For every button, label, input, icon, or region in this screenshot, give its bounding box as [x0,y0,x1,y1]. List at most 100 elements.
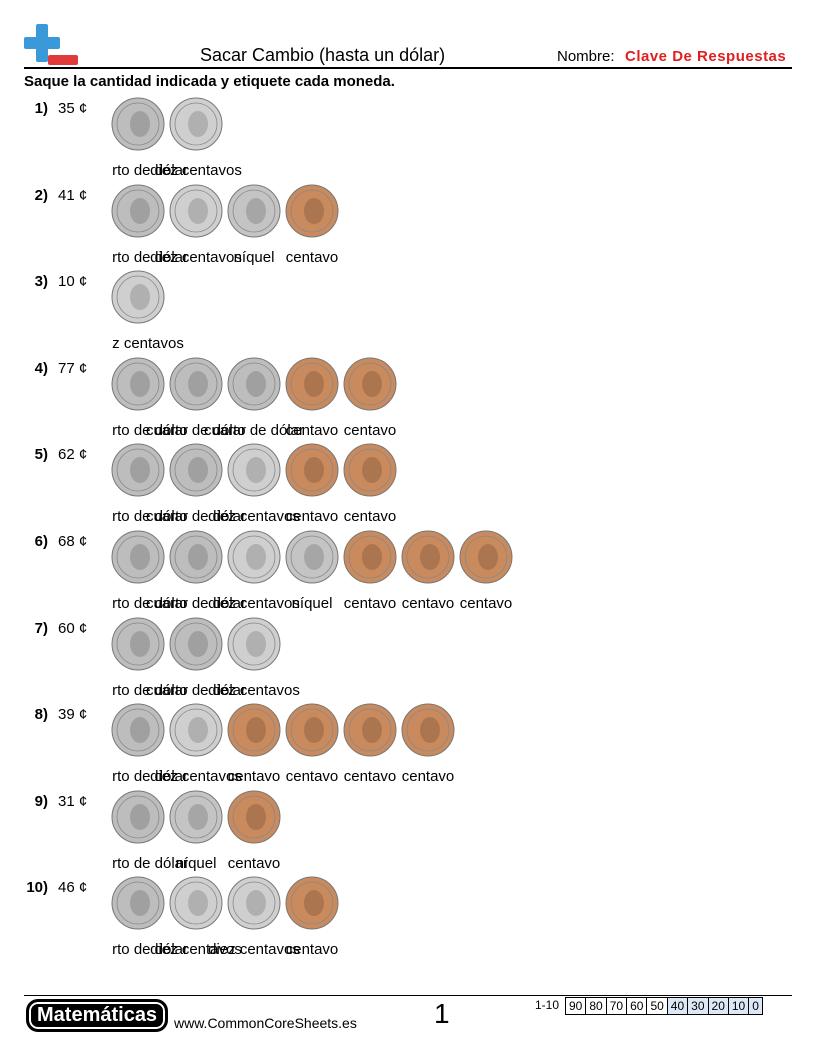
coin-face [290,881,334,925]
coin-rim [285,876,339,930]
coin-portrait [130,717,150,744]
coin-portrait [130,111,150,137]
coin-face [116,102,160,146]
coin-face [116,795,160,839]
coin-labels: diez centavos [112,335,812,355]
coin-face [116,275,160,319]
coin-label: diez centavos [208,595,300,612]
problem-number: 6) [34,533,48,550]
coin-portrait [362,370,382,397]
coin-face [116,189,160,232]
amount: 62 ¢ [58,446,88,464]
amount: 39 ¢ [58,706,88,724]
score-cell: 40 [666,997,689,1015]
coin [459,530,513,584]
amount: 41 ¢ [58,186,88,204]
score-cell: 90 [565,997,587,1015]
coin-face [116,535,160,579]
rule [24,995,792,996]
coin [111,530,165,584]
coin-label: centavo [285,768,339,786]
coin-rim [111,876,165,930]
coin-rim [169,184,223,238]
coin-label: cuarto de dólar [112,162,189,179]
coin [227,703,281,757]
coin-portrait [130,630,150,657]
coin-rim [227,790,281,844]
coin-rim [111,184,165,238]
coin-face [290,708,334,752]
coin [169,530,223,584]
coin [401,530,455,584]
score-cell: 80 [585,997,607,1015]
coin-label: centavo [285,248,339,266]
coin [285,703,339,757]
coin-face [116,362,160,406]
coin [111,876,165,930]
coin-label: centavo [343,508,397,526]
coin-rim [343,357,397,411]
coin [111,270,165,324]
coin-portrait [246,890,266,917]
coin-label: cuarto de dólar [112,595,189,612]
coin-face [174,881,218,925]
coin-label: diez centavos [208,681,300,699]
coin-rim [169,876,223,930]
coin-label: centavo [401,595,455,612]
coin [401,703,455,757]
coin-portrait [188,803,208,830]
coin-rim [227,184,281,238]
coin-portrait [130,890,150,917]
coin-rim [111,97,165,151]
problem-number: 3) [34,273,48,291]
coin [169,703,223,757]
coin-face [290,189,334,232]
coin-rim [401,703,455,757]
score-cell: 0 [748,997,763,1015]
coin-portrait [188,197,208,224]
coin [169,184,223,238]
coin [343,443,397,497]
amount: 60 ¢ [58,619,88,637]
coins [111,703,455,757]
coins [111,790,281,844]
coin-portrait [246,717,266,744]
problem-number: 4) [34,359,48,377]
coin-rim [285,357,339,411]
score-cell: 70 [605,997,628,1015]
coin-portrait [130,370,150,397]
coin-rim [285,184,339,238]
coin-portrait [304,544,324,570]
coin-portrait [188,717,208,744]
coin-label: cuarto de dólar [112,248,189,266]
coin [285,357,339,411]
coin-label: centavo [285,421,339,439]
coin-face [348,708,392,752]
coin [343,530,397,584]
score-table: 90 80 70 60 50 40 30 20 10 0 [565,997,763,1015]
coin-label: centavo [285,508,339,526]
coin-label: níquel [175,854,217,872]
coin-portrait [130,457,150,484]
problem-number: 8) [34,706,48,724]
coin [227,617,281,671]
coin-portrait [478,544,498,570]
coin-portrait [188,890,208,917]
coin-face [290,362,334,406]
coin-label: cuarto de dólar [112,768,189,786]
coins [111,443,397,497]
rule [24,67,792,69]
coin-rim [111,530,165,584]
coin [111,790,165,844]
coin-rim [227,703,281,757]
coin-face [174,362,218,406]
coin [111,617,165,671]
coin-rim [227,617,281,671]
coins [111,184,339,238]
coin-label: cuarto de dólar [145,421,247,439]
coin-face [290,535,334,579]
coin-rim [401,530,455,584]
title: Sacar Cambio (hasta un dólar) [200,45,446,65]
